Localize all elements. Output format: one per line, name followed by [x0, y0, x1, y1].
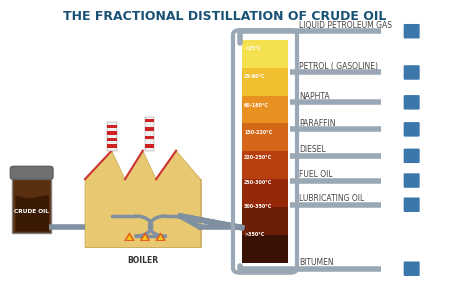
Bar — [242, 207, 288, 235]
Bar — [144, 144, 154, 148]
Polygon shape — [85, 151, 201, 247]
Text: BITUMEN: BITUMEN — [299, 258, 334, 267]
FancyBboxPatch shape — [404, 122, 420, 137]
Text: PARAFFIN: PARAFFIN — [299, 119, 336, 128]
Polygon shape — [155, 232, 166, 241]
FancyBboxPatch shape — [404, 262, 420, 276]
FancyBboxPatch shape — [404, 24, 420, 39]
Polygon shape — [142, 235, 148, 240]
Text: PETROL ( GASOLINE): PETROL ( GASOLINE) — [299, 62, 378, 71]
Polygon shape — [140, 232, 150, 241]
Text: DIESEL: DIESEL — [299, 145, 326, 154]
Text: 220-250°C: 220-250°C — [244, 155, 272, 160]
FancyBboxPatch shape — [404, 197, 420, 212]
Text: 150-220°C: 150-220°C — [244, 130, 272, 135]
FancyBboxPatch shape — [404, 148, 420, 163]
FancyBboxPatch shape — [404, 95, 420, 110]
Text: LUBRICATING OIL: LUBRICATING OIL — [299, 194, 364, 203]
Bar — [242, 124, 288, 151]
Bar — [144, 136, 154, 139]
Text: BOILER: BOILER — [127, 256, 158, 265]
Text: NAPHTA: NAPHTA — [299, 92, 330, 101]
Bar — [242, 151, 288, 179]
Bar — [85, 179, 201, 247]
Text: LIQUID PETROLEUM GAS: LIQUID PETROLEUM GAS — [299, 21, 392, 30]
Bar — [242, 96, 288, 124]
Bar — [242, 68, 288, 96]
Bar — [107, 131, 117, 135]
Bar — [144, 119, 154, 122]
Bar — [107, 144, 117, 148]
Text: <25°C: <25°C — [244, 46, 261, 51]
FancyBboxPatch shape — [404, 65, 420, 80]
Bar — [107, 124, 117, 128]
Polygon shape — [158, 235, 164, 240]
FancyBboxPatch shape — [404, 173, 420, 188]
Text: >350°C: >350°C — [244, 232, 264, 237]
Text: CRUDE OIL: CRUDE OIL — [14, 209, 49, 214]
FancyBboxPatch shape — [10, 166, 53, 180]
Bar — [144, 127, 154, 131]
Bar — [107, 138, 117, 141]
Text: 25-60°C: 25-60°C — [244, 74, 266, 79]
Text: 300-350°C: 300-350°C — [244, 204, 272, 209]
Bar — [107, 122, 117, 151]
FancyBboxPatch shape — [12, 174, 51, 233]
Bar — [242, 179, 288, 207]
Text: FUEL OIL: FUEL OIL — [299, 170, 333, 179]
Bar — [242, 235, 288, 263]
Text: 60-180°C: 60-180°C — [244, 103, 269, 108]
Bar — [144, 117, 154, 151]
Bar — [242, 40, 288, 68]
Polygon shape — [124, 232, 135, 241]
Text: 250-300°C: 250-300°C — [244, 180, 272, 185]
Text: THE FRACTIONAL DISTILLATION OF CRUDE OIL: THE FRACTIONAL DISTILLATION OF CRUDE OIL — [63, 10, 387, 23]
Polygon shape — [126, 235, 133, 240]
